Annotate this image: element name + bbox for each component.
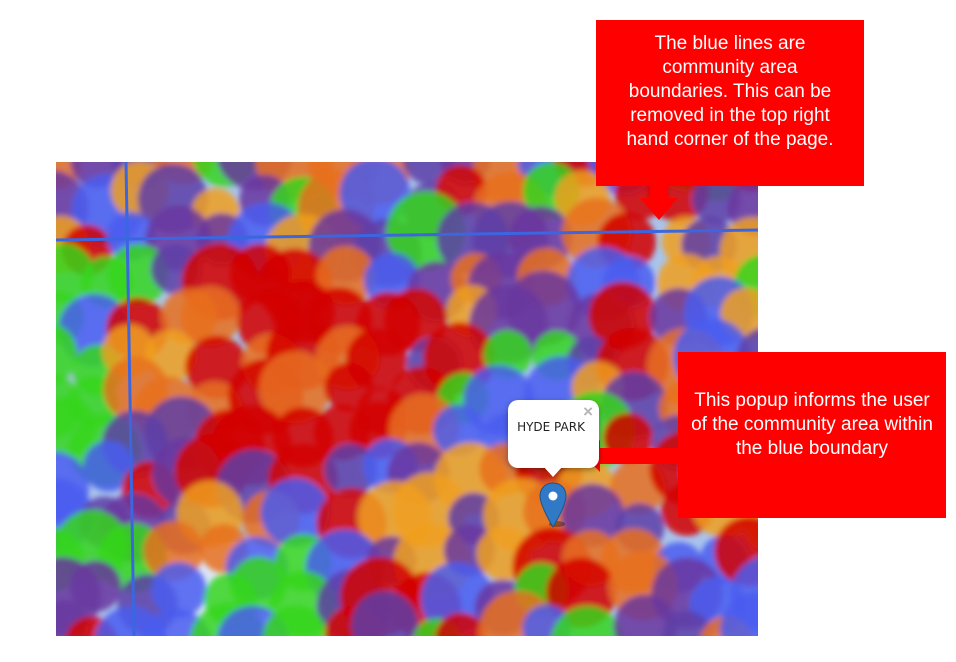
heat-blob bbox=[420, 562, 494, 635]
heat-blob bbox=[603, 413, 654, 464]
boundary-line-horizontal bbox=[56, 228, 758, 242]
community-boundary-lines bbox=[56, 162, 758, 636]
marker-body bbox=[539, 482, 567, 528]
heat-blob bbox=[720, 592, 758, 636]
heat-layer bbox=[56, 162, 758, 636]
heat-blob bbox=[561, 483, 625, 547]
popup-tip bbox=[543, 466, 563, 477]
callout-boundary-explanation: The blue lines are community area bounda… bbox=[596, 20, 864, 186]
callout-popup-explanation: This popup informs the user of the commu… bbox=[678, 352, 946, 518]
heat-blob bbox=[662, 610, 712, 636]
heat-blob bbox=[351, 591, 418, 636]
heat-blob bbox=[435, 612, 487, 636]
heat-blob bbox=[83, 440, 135, 492]
heat-blob bbox=[70, 560, 122, 612]
popup-community-name: HYDE PARK bbox=[517, 420, 585, 434]
heat-blob bbox=[551, 606, 624, 636]
heat-blob bbox=[506, 270, 581, 346]
heat-blob bbox=[56, 323, 78, 384]
marker-dot bbox=[548, 491, 558, 501]
heat-blob bbox=[384, 288, 448, 351]
community-area-popup: × HYDE PARK bbox=[508, 400, 599, 468]
boundary-line-vertical bbox=[124, 162, 136, 636]
heat-blob bbox=[324, 443, 377, 496]
heat-blob bbox=[262, 605, 328, 636]
heat-blob bbox=[613, 594, 677, 636]
heat-blob bbox=[180, 286, 240, 346]
heatmap-canvas[interactable] bbox=[56, 162, 758, 636]
heat-blob bbox=[260, 478, 330, 547]
close-icon[interactable]: × bbox=[583, 402, 593, 421]
heat-blob bbox=[151, 562, 207, 618]
heatmap-map[interactable] bbox=[56, 162, 758, 636]
heat-blob bbox=[259, 351, 331, 424]
map-pin-icon[interactable] bbox=[537, 482, 569, 533]
